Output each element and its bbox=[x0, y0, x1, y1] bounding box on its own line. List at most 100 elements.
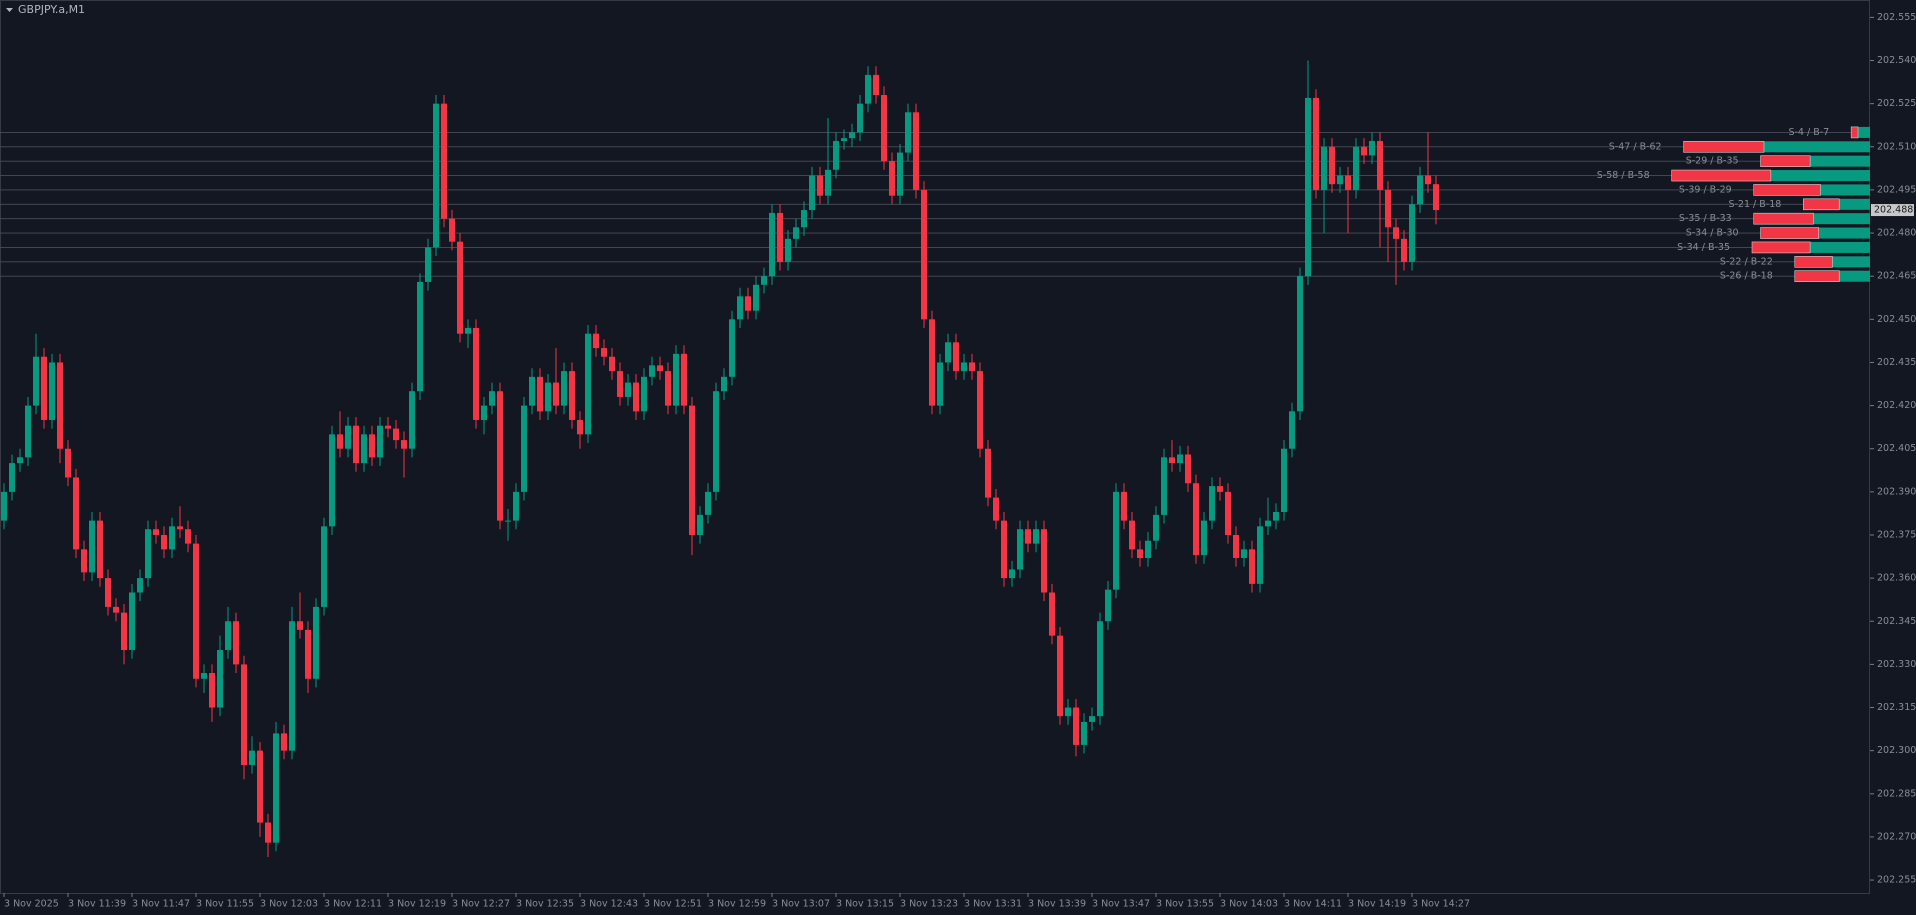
buy-bar bbox=[1763, 141, 1870, 153]
candle-body bbox=[1121, 491, 1127, 521]
candle-body bbox=[33, 356, 39, 406]
x-tick-label: 3 Nov 13:47 bbox=[1092, 899, 1150, 910]
candle-body bbox=[241, 664, 247, 766]
candle-body bbox=[569, 371, 575, 420]
candle-body bbox=[625, 382, 631, 397]
candle-body bbox=[913, 112, 919, 190]
sell-bar bbox=[1753, 212, 1814, 225]
candle-body bbox=[425, 247, 431, 282]
candle-body bbox=[65, 448, 71, 478]
x-tick-label: 3 Nov 13:15 bbox=[836, 899, 894, 910]
candle-body bbox=[377, 425, 383, 458]
candle-body bbox=[1345, 175, 1351, 190]
candle-body bbox=[1281, 448, 1287, 512]
y-tick-label: 202.270 bbox=[1877, 831, 1916, 842]
buy-bar bbox=[1858, 126, 1870, 138]
x-tick-label: 3 Nov 12:03 bbox=[260, 899, 318, 910]
candle-body bbox=[217, 650, 223, 708]
plot-frame bbox=[0, 0, 1870, 894]
candle-body bbox=[1273, 511, 1279, 521]
candle-body bbox=[17, 457, 23, 464]
buy-bar bbox=[1813, 213, 1870, 225]
profile-label: S-35 / B-33 bbox=[1679, 213, 1732, 224]
candle-body bbox=[193, 543, 199, 679]
profile-label: S-34 / B-35 bbox=[1677, 242, 1730, 253]
candle-body bbox=[225, 621, 231, 651]
x-tick-label: 3 Nov 12:27 bbox=[452, 899, 510, 910]
candle-body bbox=[1265, 520, 1271, 527]
candle-body bbox=[713, 391, 719, 492]
candle-body bbox=[169, 526, 175, 550]
candle-body bbox=[1201, 520, 1207, 556]
candle-body bbox=[121, 612, 127, 651]
x-tick-label: 3 Nov 11:55 bbox=[196, 899, 254, 910]
x-tick-label: 3 Nov 14:11 bbox=[1284, 899, 1342, 910]
candle-body bbox=[489, 391, 495, 406]
candle-body bbox=[1417, 175, 1423, 205]
candle-body bbox=[57, 362, 63, 449]
buy-bar bbox=[1818, 227, 1870, 239]
sell-bar bbox=[1760, 227, 1820, 239]
candle-body bbox=[841, 138, 847, 142]
candle-body bbox=[161, 534, 167, 550]
candle-body bbox=[977, 371, 983, 449]
candle-body bbox=[1025, 529, 1031, 544]
candle-body bbox=[305, 629, 311, 679]
candle-body bbox=[297, 621, 303, 630]
profile-label: S-39 / B-29 bbox=[1679, 184, 1732, 195]
candle-body bbox=[881, 95, 887, 162]
candle-body bbox=[113, 606, 119, 613]
candle-body bbox=[1065, 707, 1071, 717]
candle-body bbox=[441, 103, 447, 219]
candle-body bbox=[1097, 621, 1103, 717]
candle-body bbox=[753, 284, 759, 311]
y-tick-label: 202.360 bbox=[1877, 573, 1916, 584]
candle-body bbox=[105, 578, 111, 607]
candle-body bbox=[617, 371, 623, 397]
candle-body bbox=[1241, 549, 1247, 558]
candle-body bbox=[793, 227, 799, 239]
candle-body bbox=[145, 529, 151, 579]
candle-body bbox=[449, 218, 455, 242]
last-price-box bbox=[1871, 204, 1914, 217]
sell-bar bbox=[1794, 256, 1833, 268]
candle-body bbox=[1249, 549, 1255, 584]
profile-label: S-47 / B-62 bbox=[1609, 141, 1662, 152]
candle-body bbox=[1081, 721, 1087, 745]
candle-body bbox=[1105, 589, 1111, 622]
y-tick-label: 202.420 bbox=[1877, 400, 1916, 411]
candle-body bbox=[73, 477, 79, 550]
profile-label: S-34 / B-30 bbox=[1686, 228, 1739, 239]
collapse-icon[interactable] bbox=[6, 8, 13, 12]
sell-bar bbox=[1753, 184, 1821, 196]
candle-body bbox=[609, 356, 615, 372]
candle-body bbox=[545, 382, 551, 412]
candle-body bbox=[481, 405, 487, 420]
profile-label: S-29 / B-35 bbox=[1686, 156, 1739, 167]
candle-body bbox=[1289, 411, 1295, 449]
x-tick-label: 3 Nov 12:51 bbox=[644, 899, 702, 910]
y-tick-label: 202.495 bbox=[1877, 184, 1916, 195]
candle-body bbox=[369, 434, 375, 458]
candle-body bbox=[921, 189, 927, 320]
candle-body bbox=[761, 276, 767, 285]
candle-body bbox=[1113, 491, 1119, 590]
candle-body bbox=[409, 391, 415, 449]
candle-body bbox=[497, 391, 503, 521]
candle-body bbox=[1073, 707, 1079, 745]
candle-body bbox=[433, 103, 439, 248]
candle-body bbox=[129, 592, 135, 651]
profile-label: S-4 / B-7 bbox=[1788, 127, 1829, 138]
x-tick-label: 3 Nov 12:43 bbox=[580, 899, 638, 910]
candle-body bbox=[1305, 97, 1311, 277]
y-tick-label: 202.540 bbox=[1877, 55, 1916, 66]
y-tick-label: 202.480 bbox=[1877, 228, 1916, 239]
candle-body bbox=[465, 327, 471, 334]
chart-title: GBPJPY.a,M1 bbox=[18, 3, 85, 16]
candle-body bbox=[329, 434, 335, 527]
candle-body bbox=[689, 405, 695, 535]
x-tick-label: 3 Nov 12:35 bbox=[516, 899, 574, 910]
candle-body bbox=[457, 241, 463, 334]
candle-body bbox=[1017, 529, 1023, 570]
candle-body bbox=[1137, 549, 1143, 558]
